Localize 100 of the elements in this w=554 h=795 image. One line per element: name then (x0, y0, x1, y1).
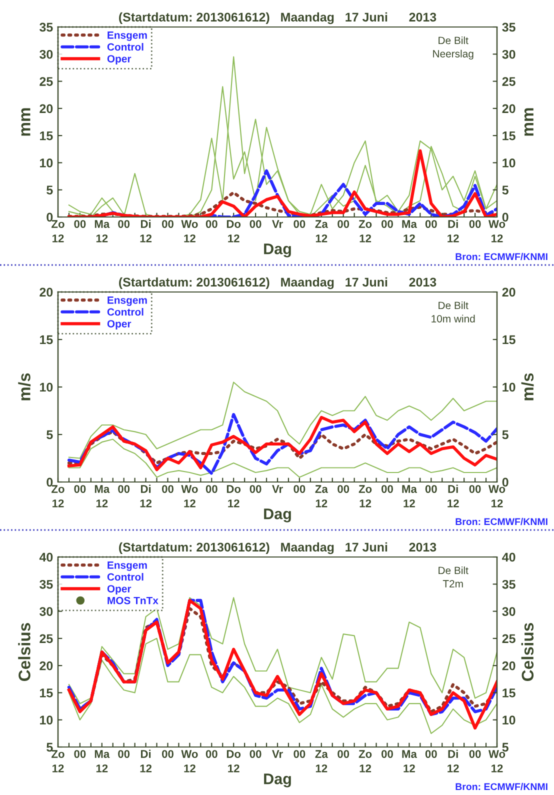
line-series (68, 382, 497, 459)
x-tick-label: 00 (338, 750, 350, 758)
annotation: 10m wind (432, 314, 475, 322)
y-tick-label: 35 (40, 22, 53, 32)
x-tick-label: 00 (469, 750, 481, 758)
y-axis-title: mm (21, 108, 30, 136)
legend-label: Oper (107, 320, 132, 330)
x-tick-label: 00 (162, 485, 174, 493)
annotation: De Bilt (438, 566, 468, 574)
x-tick-label: Zo 12 (52, 750, 64, 772)
y-tick-label: 5 (46, 186, 53, 195)
x-tick-label: Ma 12 (402, 220, 417, 242)
legend-label: Oper (107, 585, 132, 595)
y-tick-label: 5 (46, 742, 53, 752)
x-tick-label: Di 12 (140, 220, 152, 242)
x-tick-label: Ma 12 (94, 220, 110, 242)
line-series (68, 438, 497, 478)
y-tick-label: 0 (46, 212, 53, 222)
y2-tick-label: 10 (502, 716, 516, 725)
x-tick-label: 00 (338, 220, 350, 228)
legend-label: Ensgem (108, 296, 147, 306)
y2-tick-label: 20 (502, 661, 516, 670)
chart-title: (Startdatum: 2013061612) Maandag 17 Juni 2013 (119, 542, 436, 554)
annotation: De Bilt (438, 36, 468, 44)
text: Bron: ECMWF/KNMI (456, 518, 548, 526)
y2-tick-label: 0 (502, 478, 508, 487)
x-tick-label: Di 12 (140, 750, 152, 772)
legend-label: Ensgem (108, 32, 147, 41)
y-tick-label: 10 (40, 158, 53, 168)
y-tick-label: 30 (40, 607, 53, 616)
x-tick-label: 00 (250, 750, 262, 758)
y-tick-label: 15 (40, 335, 53, 344)
x-tick-label: 00 (118, 750, 130, 758)
x-tick-label: 00 (118, 485, 130, 493)
x-tick-label: Wo 12 (181, 750, 198, 772)
chart-title: (Startdatum: 2013061612) Maandag 17 Juni 2013 (119, 12, 436, 24)
y2-tick-label: 10 (502, 158, 516, 168)
x-tick-label: 00 (74, 750, 86, 758)
y-tick-label: 20 (40, 661, 53, 670)
y2-tick-label: 5 (502, 186, 508, 195)
x-tick-label: Za 12 (315, 220, 328, 242)
x-tick-label: Wo 12 (488, 485, 506, 508)
y2-tick-label: 40 (502, 552, 516, 562)
x-tick-label: 00 (162, 220, 174, 228)
x-tick-label: 00 (382, 750, 393, 758)
x-tick-label: Wo 12 (181, 485, 198, 508)
line-series (67, 149, 497, 217)
x-tick-label: Vr (272, 750, 283, 758)
x-tick-label: 00 (162, 750, 174, 758)
y-tick-label: 10 (40, 382, 53, 392)
x-tick-label: 00 (250, 485, 262, 493)
x-tick-label: 00 (74, 485, 86, 493)
y2-tick-label: 30 (502, 607, 516, 616)
y2-tick-label: 5 (502, 430, 508, 440)
x-tick-label: Zo 12 (358, 750, 372, 772)
y-tick-label: 20 (40, 288, 53, 297)
x-tick-label: 00 (294, 750, 306, 758)
legend-label: Ensgem (108, 562, 147, 571)
y-axis-title: Celsius (18, 623, 30, 681)
y-tick-label: 25 (40, 634, 53, 644)
y-tick-label: 35 (40, 580, 53, 589)
x-tick-label: Di 12 (448, 220, 459, 242)
legend-label: Control (107, 43, 144, 51)
x-tick-label: 00 (206, 220, 218, 228)
x-tick-label: 00 (425, 485, 437, 493)
x-tick-label: Zo 12 (358, 485, 372, 508)
x-tick-label: 00 (338, 485, 350, 493)
line-series (68, 638, 497, 734)
y2-axis-title: mm (524, 108, 534, 136)
x-tick-label: Ma 12 (94, 485, 110, 508)
y2-axis-title: Celsius (521, 623, 534, 681)
y2-tick-label: 30 (502, 50, 516, 59)
x-tick-label: Di 12 (448, 484, 459, 508)
x-axis-title: Dag (264, 244, 291, 258)
x-tick-label: 00 (425, 750, 437, 758)
x-tick-label: Wo 12 (488, 750, 506, 772)
legend-label: Oper (107, 55, 132, 65)
y2-tick-label: 10 (502, 382, 516, 392)
x-tick-label: Do 12 (226, 750, 241, 772)
x-tick-label: Vr (272, 485, 283, 493)
y-tick-label: 40 (39, 552, 53, 562)
x-tick-label: Ma 12 (402, 485, 417, 508)
y2-tick-label: 15 (502, 335, 516, 344)
x-tick-label: 00 (425, 220, 437, 228)
x-tick-label: 00 (74, 220, 86, 228)
x-tick-label: Wo 12 (488, 220, 506, 242)
x-tick-label: Do 12 (226, 220, 241, 242)
legend-label: Control (107, 308, 144, 316)
annotation: T2m (442, 580, 463, 588)
y2-tick-label: 35 (502, 22, 516, 32)
y2-tick-label: 15 (502, 132, 516, 140)
legend-label: MOS TnTx (108, 596, 158, 604)
x-tick-label: Vr (272, 220, 283, 228)
y2-tick-label: 25 (502, 634, 516, 644)
text: Bron: ECMWF/KNMI (456, 782, 548, 790)
x-tick-label: Za 12 (315, 485, 328, 508)
y-tick-label: 0 (46, 478, 53, 487)
y-tick-label: 15 (40, 688, 53, 698)
x-axis-title: Dag (264, 774, 291, 788)
x-tick-label: Ma 12 (94, 750, 110, 772)
